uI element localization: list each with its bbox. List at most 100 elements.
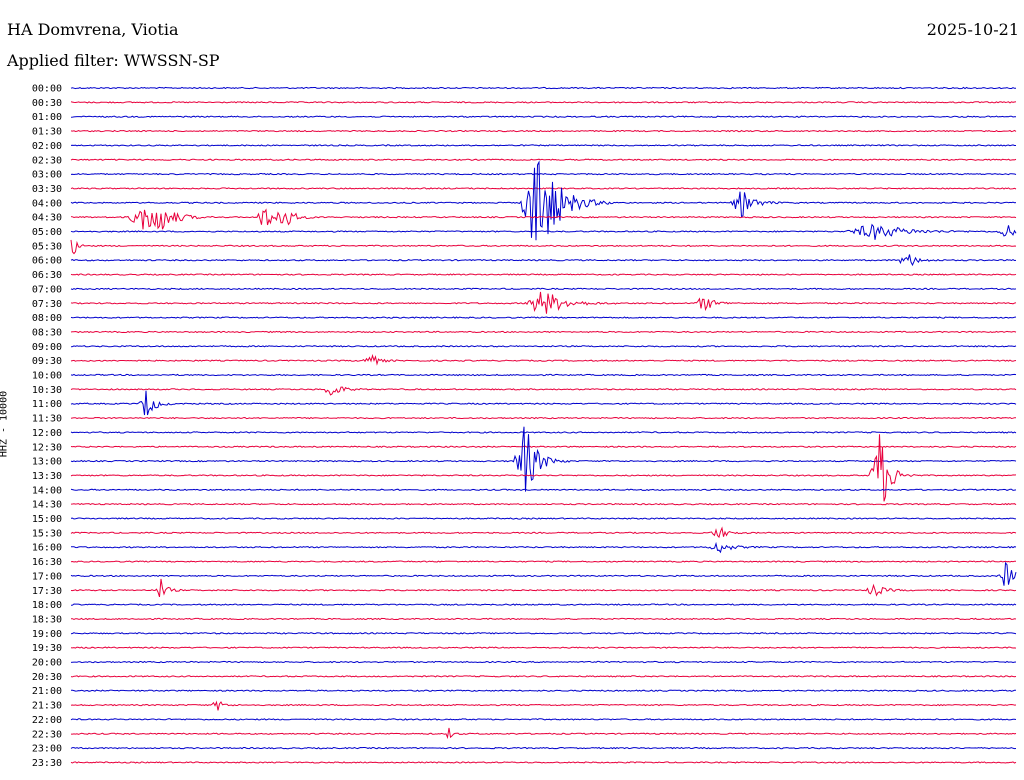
row-label: 05:00	[32, 227, 62, 238]
row-label: 19:30	[32, 643, 62, 654]
trace-1100	[70, 390, 1017, 416]
row-label: 18:30	[32, 614, 62, 625]
trace-1830	[70, 617, 1017, 621]
trace-2130	[70, 700, 1017, 711]
row-label: 20:30	[32, 672, 62, 683]
trace-0700	[70, 287, 1017, 291]
trace-1330	[70, 434, 1017, 502]
row-label: 22:30	[32, 729, 62, 740]
trace-1000	[70, 373, 1017, 377]
row-label: 16:00	[32, 543, 62, 554]
row-label: 09:00	[32, 342, 62, 353]
row-label: 15:30	[32, 528, 62, 539]
trace-0830	[70, 330, 1017, 334]
row-label: 00:00	[32, 84, 62, 95]
trace-2300	[70, 746, 1017, 750]
trace-1900	[70, 632, 1017, 635]
row-label: 12:00	[32, 428, 62, 439]
row-label: 06:00	[32, 256, 62, 267]
row-label: 00:30	[32, 98, 62, 109]
row-label: 07:30	[32, 299, 62, 310]
row-label: 14:30	[32, 500, 62, 511]
row-label: 13:00	[32, 457, 62, 468]
trace-0500	[70, 223, 1017, 240]
trace-1930	[70, 646, 1017, 649]
row-label: 02:30	[32, 155, 62, 166]
row-label: 03:00	[32, 170, 62, 181]
trace-0930	[70, 353, 1017, 366]
station-title: HA Domvrena, Viotia	[7, 20, 179, 39]
row-label: 09:30	[32, 356, 62, 367]
row-label: 07:00	[32, 284, 62, 295]
row-label: 03:30	[32, 184, 62, 195]
row-label: 13:30	[32, 471, 62, 482]
date-label: 2025-10-21	[926, 20, 1019, 39]
trace-1400	[70, 488, 1017, 492]
row-label: 17:30	[32, 586, 62, 597]
trace-0030	[70, 101, 1017, 104]
trace-1300	[70, 426, 1017, 492]
trace-0430	[70, 208, 1017, 230]
row-label: 05:30	[32, 241, 62, 252]
trace-1600	[70, 541, 1017, 554]
row-label: 12:30	[32, 442, 62, 453]
trace-2200	[70, 718, 1017, 721]
row-label: 04:30	[32, 213, 62, 224]
trace-0730	[70, 291, 1017, 314]
trace-1630	[70, 560, 1017, 563]
row-label: 02:00	[32, 141, 62, 152]
trace-0330	[70, 187, 1017, 190]
row-label: 08:00	[32, 313, 62, 324]
row-label: 16:30	[32, 557, 62, 568]
trace-2030	[70, 675, 1017, 678]
trace-1500	[70, 517, 1017, 520]
row-label: 06:30	[32, 270, 62, 281]
trace-0230	[70, 158, 1017, 161]
y-axis-label-text: HHZ - 10000	[0, 390, 10, 458]
row-label: 10:30	[32, 385, 62, 396]
row-label: 10:00	[32, 371, 62, 382]
trace-1030	[70, 386, 1017, 396]
trace-0600	[70, 254, 1017, 267]
trace-0900	[70, 345, 1017, 348]
trace-1130	[70, 416, 1016, 420]
row-label: 21:30	[32, 701, 62, 712]
trace-2230	[71, 727, 1017, 740]
row-label: 23:30	[32, 758, 62, 769]
row-label: 01:00	[32, 112, 62, 123]
trace-1700	[70, 561, 1017, 586]
trace-2100	[71, 689, 1017, 692]
row-label: 23:00	[32, 744, 62, 755]
row-label: 04:00	[32, 198, 62, 209]
row-label: 01:30	[32, 127, 62, 138]
trace-0530	[70, 239, 1017, 255]
trace-0300	[70, 172, 1017, 176]
row-label: 17:00	[32, 571, 62, 582]
trace-1430	[70, 502, 1017, 506]
row-label: 20:00	[32, 658, 62, 669]
row-label: 19:00	[32, 629, 62, 640]
trace-2330	[70, 761, 1017, 764]
row-label: 08:30	[32, 327, 62, 338]
trace-1730	[70, 578, 1017, 598]
filter-label: Applied filter: WWSSN-SP	[7, 51, 220, 70]
trace-0400	[70, 160, 1017, 241]
row-label: 14:00	[32, 485, 62, 496]
trace-0130	[70, 129, 1017, 133]
trace-1530	[70, 526, 1017, 539]
trace-0630	[70, 273, 1017, 276]
trace-2000	[70, 660, 1017, 664]
trace-1230	[70, 445, 1017, 448]
trace-1200	[70, 431, 1017, 434]
row-label: 15:00	[32, 514, 62, 525]
trace-0000	[70, 86, 1016, 90]
row-label: 18:00	[32, 600, 62, 611]
row-label: 11:00	[32, 399, 62, 410]
row-label: 21:00	[32, 686, 62, 697]
trace-0800	[70, 316, 1017, 319]
trace-0200	[70, 144, 1016, 147]
trace-1800	[70, 603, 1017, 606]
row-label: 22:00	[32, 715, 62, 726]
row-label: 11:30	[32, 414, 62, 425]
